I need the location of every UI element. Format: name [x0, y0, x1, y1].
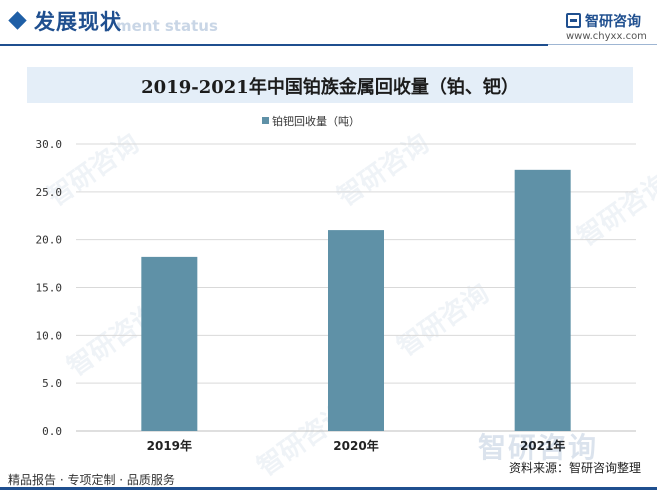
x-tick-label: 2021年: [520, 438, 565, 453]
chart-title-band: [27, 67, 633, 103]
header-divider: [0, 44, 548, 46]
header-divider-thin: [548, 44, 657, 45]
page-title: 发展现状: [34, 10, 122, 34]
x-tick-label: 2019年: [147, 438, 192, 453]
chart-title: 2019-2021年中国铂族金属回收量（铂、钯）: [141, 77, 519, 98]
y-tick-label: 0.0: [42, 425, 62, 438]
y-tick-label: 30.0: [36, 138, 63, 151]
y-tick-label: 20.0: [36, 234, 63, 247]
legend-swatch: [262, 117, 269, 124]
legend-label: 铂钯回收量（吨）: [272, 115, 360, 128]
x-tick-label: 2020年: [333, 438, 378, 453]
brand-name: 智研咨询: [585, 14, 641, 30]
y-tick-label: 5.0: [42, 377, 62, 390]
header-subtitle: ment status: [116, 17, 218, 35]
bar: [514, 169, 571, 431]
source-note: 资料来源：智研咨询整理: [509, 461, 642, 475]
y-tick-label: 10.0: [36, 329, 63, 342]
footer-slogan: 精品报告 · 专项定制 · 品质服务: [8, 473, 175, 487]
watermark-logo: 智研咨询: [478, 431, 599, 464]
y-tick-label: 25.0: [36, 186, 63, 199]
brand-url[interactable]: www.chyxx.com: [566, 31, 647, 42]
footer-bar: [0, 487, 657, 490]
y-tick-label: 15.0: [36, 282, 63, 295]
bar: [141, 256, 198, 431]
bar: [328, 230, 384, 431]
brand-logo-icon: [566, 13, 581, 28]
